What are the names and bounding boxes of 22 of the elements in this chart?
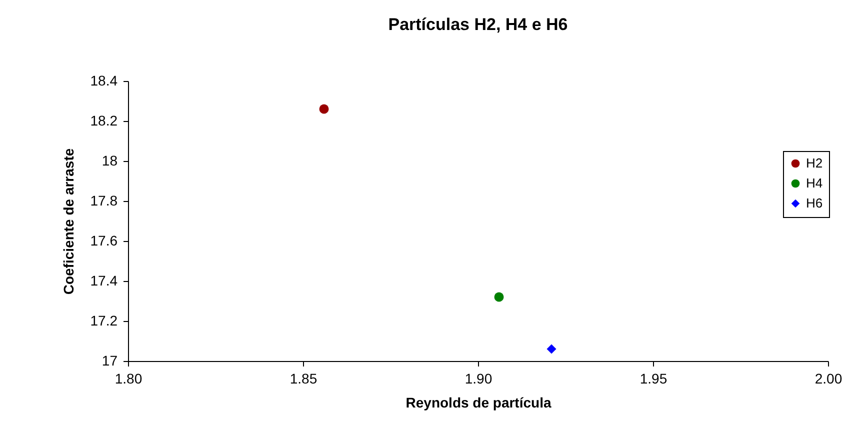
y-tick-label: 17.4 <box>90 272 118 288</box>
chart-title: Partículas H2, H4 e H6 <box>388 15 568 34</box>
point <box>319 104 329 114</box>
legend-label: H2 <box>806 156 823 170</box>
y-tick-label: 17 <box>102 352 118 368</box>
x-tick-label: 1.80 <box>114 370 142 386</box>
x-axis-title: Reynolds de partícula <box>406 394 552 410</box>
y-tick-label: 18 <box>102 152 118 168</box>
x-tick-label: 1.90 <box>464 370 492 386</box>
x-tick-label: 1.85 <box>290 370 318 386</box>
point <box>494 292 504 302</box>
y-tick-label: 18.2 <box>90 112 118 128</box>
y-tick-label: 17.2 <box>90 312 118 328</box>
point <box>546 344 556 354</box>
y-tick-label: 18.4 <box>90 72 118 88</box>
legend-label: H4 <box>806 176 823 190</box>
y-tick-label: 17.8 <box>90 192 118 208</box>
x-tick-label: 1.95 <box>640 370 668 386</box>
y-tick-label: 17.6 <box>90 232 118 248</box>
legend-label: H6 <box>806 196 823 210</box>
y-axis-title: Coeficiente de arraste <box>60 148 76 295</box>
x-tick-label: 2.00 <box>814 370 842 386</box>
